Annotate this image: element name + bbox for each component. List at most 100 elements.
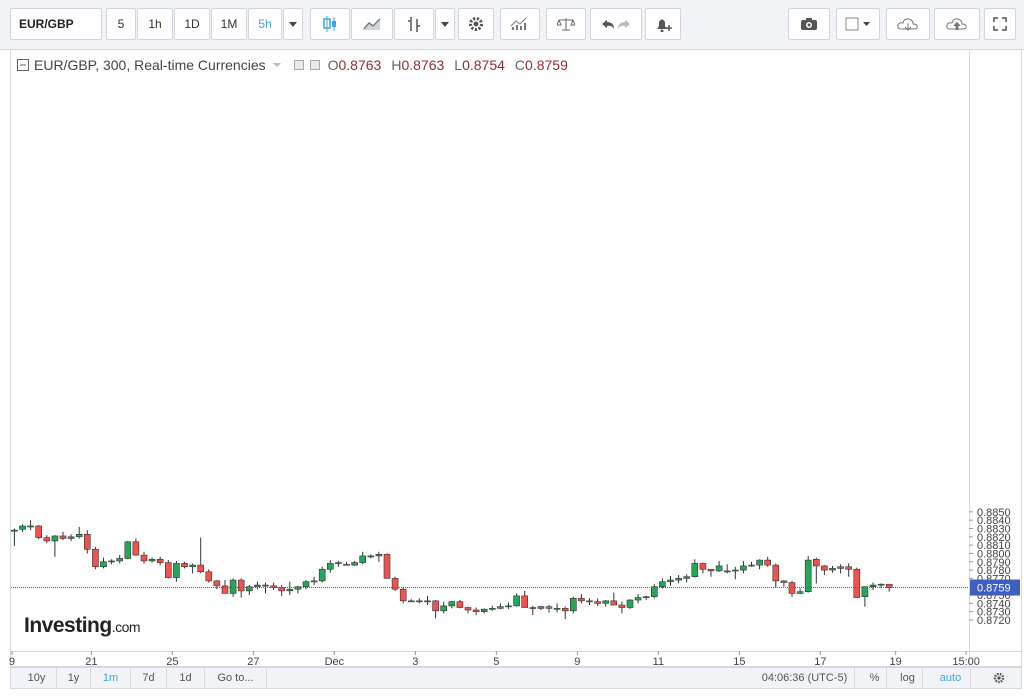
candle-up[interactable] (650, 586, 658, 598)
candle-down[interactable] (262, 584, 269, 587)
auto-toggle[interactable]: auto (931, 668, 971, 688)
settings-button[interactable] (458, 8, 494, 40)
candle-up[interactable] (67, 536, 75, 539)
candle-up[interactable] (723, 570, 731, 573)
save-chart-button[interactable] (934, 8, 980, 40)
candle-up[interactable] (513, 595, 520, 607)
candle-up[interactable] (189, 564, 196, 568)
candle-up[interactable] (424, 600, 431, 603)
redo-icon[interactable] (616, 18, 632, 30)
indicators-button[interactable] (394, 8, 434, 40)
goto-button[interactable]: Go to... (205, 668, 267, 688)
candle-down[interactable] (221, 585, 229, 594)
candle-up[interactable] (602, 600, 610, 604)
candle-down[interactable] (156, 558, 164, 563)
candle-down[interactable] (92, 548, 99, 568)
candle-up[interactable] (683, 576, 691, 579)
candle-up[interactable] (488, 608, 496, 610)
candle-down[interactable] (432, 600, 439, 612)
candle-up[interactable] (740, 565, 747, 571)
candle-up[interactable] (675, 578, 682, 581)
candle-up[interactable] (691, 563, 699, 578)
candle-up[interactable] (351, 562, 358, 566)
candle-down[interactable] (43, 537, 51, 542)
candle-up[interactable] (254, 584, 261, 588)
candle-up[interactable] (756, 559, 763, 566)
candle-up[interactable] (229, 579, 237, 594)
candle-up[interactable] (407, 600, 415, 603)
candle-down[interactable] (821, 565, 828, 571)
candle-up[interactable] (796, 591, 804, 594)
candle-up[interactable] (246, 586, 253, 592)
candle-up[interactable] (310, 580, 318, 583)
candle-down[interactable] (545, 606, 553, 609)
candle-up[interactable] (480, 608, 488, 612)
candle-down[interactable] (416, 600, 423, 603)
symbol-search-input[interactable]: EUR/GBP (10, 8, 102, 40)
candle-down[interactable] (529, 607, 537, 609)
caret-down-icon[interactable] (272, 60, 282, 70)
interval-5-button[interactable]: 5 (106, 8, 136, 40)
candle-down[interactable] (456, 601, 464, 608)
legend-title[interactable]: EUR/GBP, 300, Real-time Currencies (34, 57, 266, 73)
candle-up[interactable] (100, 561, 107, 568)
snapshot-button[interactable] (788, 8, 830, 40)
range-1y-button[interactable]: 1y (57, 668, 91, 688)
candle-down[interactable] (205, 571, 213, 582)
candle-down[interactable] (853, 568, 861, 598)
candle-down[interactable] (812, 558, 820, 567)
chart-layout-button[interactable] (836, 8, 880, 40)
candle-down[interactable] (132, 541, 140, 556)
candle-down[interactable] (343, 563, 350, 566)
candle-down[interactable] (586, 600, 593, 603)
range-1m-button[interactable]: 1m (91, 668, 131, 688)
range-7d-button[interactable]: 7d (131, 668, 167, 688)
bar-type-dropdown-button[interactable] (435, 8, 455, 40)
load-chart-button[interactable] (886, 8, 930, 40)
candle-down[interactable] (772, 564, 780, 582)
candle-up[interactable] (124, 541, 132, 559)
candle-up[interactable] (505, 605, 512, 608)
candle-down[interactable] (237, 579, 245, 592)
candle-up[interactable] (302, 581, 310, 588)
candle-down[interactable] (610, 600, 618, 606)
candle-up[interactable] (367, 555, 375, 558)
candle-up[interactable] (375, 553, 383, 557)
studies-button[interactable] (500, 8, 540, 40)
candle-up[interactable] (318, 568, 326, 582)
candle-up[interactable] (326, 563, 334, 570)
candle-down[interactable] (780, 580, 788, 583)
candle-down[interactable] (197, 564, 204, 573)
candle-down[interactable] (464, 607, 472, 611)
interval-1d-button[interactable]: 1D (174, 8, 210, 40)
candle-up[interactable] (537, 606, 545, 609)
fullscreen-button[interactable] (984, 8, 1016, 40)
candle-up[interactable] (569, 598, 577, 612)
candle-down[interactable] (59, 535, 67, 539)
candle-down[interactable] (699, 563, 707, 570)
candle-up[interactable] (626, 599, 634, 608)
candle-down[interactable] (618, 604, 626, 608)
candle-up[interactable] (19, 525, 26, 530)
range-10y-button[interactable]: 10y (17, 668, 57, 688)
candle-down[interactable] (472, 609, 480, 612)
candle-up[interactable] (877, 583, 885, 586)
candle-up[interactable] (440, 605, 448, 612)
candle-down[interactable] (578, 598, 585, 602)
log-toggle[interactable]: log (893, 668, 923, 688)
candle-up[interactable] (286, 588, 294, 592)
candle-up[interactable] (667, 579, 674, 583)
scale-settings-button[interactable] (977, 668, 1021, 688)
candles-style-button[interactable] (310, 8, 350, 40)
candle-up[interactable] (359, 555, 367, 563)
candle-up[interactable] (497, 606, 504, 609)
candle-up[interactable] (173, 563, 180, 578)
candle-down[interactable] (383, 553, 391, 579)
candle-down[interactable] (181, 563, 188, 568)
candle-down[interactable] (399, 588, 407, 602)
candle-down[interactable] (213, 580, 221, 587)
candle-up[interactable] (804, 559, 812, 593)
candle-up[interactable] (27, 525, 34, 528)
candle-up[interactable] (659, 581, 666, 588)
compare-button[interactable] (546, 8, 586, 40)
